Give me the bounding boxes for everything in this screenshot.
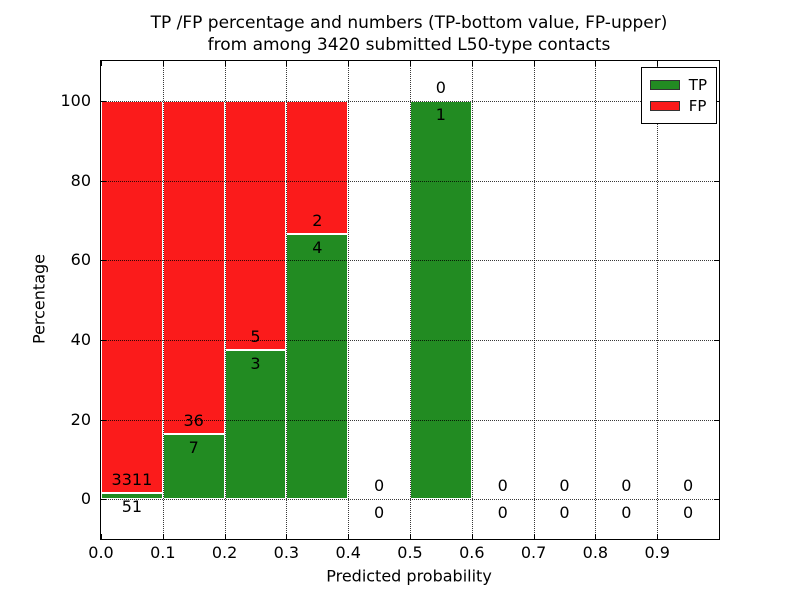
tp-count-label: 51 (121, 497, 143, 517)
x-tick-label: 0.9 (644, 543, 670, 562)
fp-count-label: 36 (183, 411, 204, 431)
x-tick-mark-top (101, 61, 102, 66)
bar-tp-segment (162, 434, 225, 500)
tp-count-label: 0 (497, 503, 508, 523)
chart-title: TP /FP percentage and numbers (TP-bottom… (100, 12, 718, 56)
x-tick-label: 0.3 (273, 543, 300, 562)
legend-label-fp: FP (688, 97, 707, 115)
x-tick-mark (657, 534, 659, 539)
tp-count-label: 0 (374, 503, 385, 523)
x-tick-mark-top (595, 61, 597, 66)
x-tick-label: 0.4 (335, 543, 361, 562)
x-tick-label: 0.0 (88, 543, 114, 562)
v-gridline (595, 61, 597, 539)
bar-tp-segment (286, 233, 349, 500)
x-tick-mark (595, 534, 597, 539)
y-tick-mark-right (714, 419, 719, 421)
x-tick-mark-top (348, 61, 350, 66)
y-tick-label: 80 (70, 170, 91, 190)
v-gridline (286, 61, 288, 539)
x-tick-mark (471, 534, 473, 539)
tp-count-label: 4 (312, 237, 323, 257)
v-gridline (348, 61, 350, 539)
legend: TP FP (640, 67, 717, 124)
y-tick-label: 20 (70, 409, 91, 429)
y-tick-mark (101, 339, 106, 341)
x-tick-label: 0.8 (582, 543, 609, 562)
fp-count-label: 0 (621, 476, 632, 496)
y-tick-mark (101, 100, 106, 102)
bar-fp-segment (101, 100, 163, 494)
v-gridline (410, 61, 411, 539)
x-tick-label: 0.7 (520, 543, 547, 562)
y-tick-mark-right (714, 499, 719, 501)
tp-count-label: 1 (435, 104, 446, 124)
y-tick-mark-right (714, 180, 719, 182)
fp-count-label: 2 (312, 210, 323, 230)
bar-tp-segment (101, 493, 163, 500)
x-tick-mark-top (286, 61, 288, 66)
x-tick-mark-top (533, 61, 535, 66)
y-tick-mark (101, 180, 106, 182)
bar-tp-segment (410, 100, 472, 500)
fp-count-label: 0 (559, 476, 570, 496)
fp-count-label: 0 (683, 476, 694, 496)
y-tick-mark (101, 419, 106, 421)
x-tick-mark (348, 534, 350, 539)
y-tick-label: 40 (70, 329, 91, 349)
plot-area: 0 20 40 60 80 100 0.0 0.1 0.2 0.3 0.4 0.5 0.6 0.7 0.8 0… (60, 60, 720, 562)
x-tick-label: 0.1 (150, 543, 176, 562)
v-gridline (657, 61, 659, 539)
x-tick-mark-top (410, 61, 411, 66)
y-tick-label: 60 (70, 250, 91, 270)
fp-count-label: 0 (497, 476, 508, 496)
x-tick-mark-top (162, 61, 164, 66)
y-tick-mark (101, 499, 106, 501)
legend-swatch-fp (649, 101, 680, 111)
tp-count-label: 3 (250, 353, 261, 373)
v-gridline (162, 61, 164, 539)
x-tick-label: 0.6 (459, 543, 485, 562)
x-tick-mark (286, 534, 288, 539)
legend-item-tp: TP (649, 76, 707, 94)
x-tick-label: 0.2 (211, 543, 238, 562)
tp-count-label: 0 (621, 503, 632, 523)
chart-title-line1: TP /FP percentage and numbers (TP-bottom… (150, 13, 668, 33)
chart-title-line2: from among 3420 submitted L50-type conta… (207, 35, 611, 55)
bar-tp-segment (224, 349, 287, 500)
x-tick-label: 0.5 (397, 543, 423, 562)
y-tick-mark-right (714, 339, 719, 341)
fp-count-label: 5 (250, 326, 261, 346)
y-tick-label: 0 (80, 489, 91, 509)
legend-item-fp: FP (649, 97, 707, 115)
x-tick-mark-top (471, 61, 473, 66)
fp-count-label: 3311 (111, 470, 153, 490)
v-gridline (471, 61, 473, 539)
x-tick-mark (224, 534, 226, 539)
tp-count-label: 0 (559, 503, 570, 523)
y-tick-mark-right (714, 260, 719, 262)
bar-fp-segment (162, 100, 225, 435)
bar-fp-segment (286, 100, 349, 234)
v-gridline (224, 61, 226, 539)
legend-swatch-tp (649, 80, 680, 90)
y-axis-label: Percentage (29, 253, 49, 345)
x-tick-mark-top (657, 61, 659, 66)
legend-label-tp: TP (688, 76, 707, 94)
v-gridline (533, 61, 535, 539)
x-axis-label: Predicted probability (326, 566, 492, 586)
x-tick-mark (162, 534, 164, 539)
fp-count-label: 0 (435, 77, 446, 97)
tp-count-label: 7 (188, 438, 199, 458)
x-tick-mark-top (224, 61, 226, 66)
x-tick-mark (533, 534, 535, 539)
x-tick-mark (410, 534, 411, 539)
y-tick-label: 100 (60, 90, 91, 110)
x-tick-mark (101, 534, 102, 539)
y-tick-mark (101, 260, 106, 262)
tp-count-label: 0 (683, 503, 694, 523)
fp-count-label: 0 (374, 476, 385, 496)
